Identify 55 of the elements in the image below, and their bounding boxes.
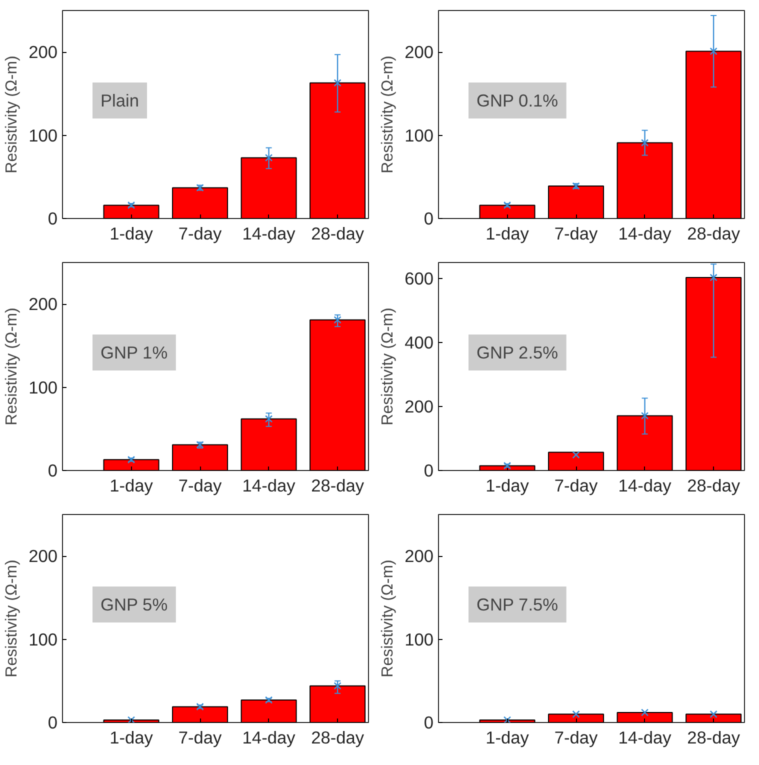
y-tick-label: 100 (28, 377, 58, 398)
y-tick-label: 200 (404, 396, 434, 416)
x-tick-label: 1-day (110, 728, 154, 748)
x-tick-label: 14-day (618, 224, 672, 244)
x-tick-label: 7-day (178, 476, 222, 496)
x-tick-label: 7-day (178, 224, 222, 244)
x-tick-label: 1-day (110, 224, 154, 244)
x-tick-label: 14-day (242, 728, 296, 748)
y-tick-label: 100 (28, 125, 58, 146)
y-axis-title: Resistivity (Ω-m) (380, 308, 397, 426)
y-axis-title: Resistivity (Ω-m) (4, 56, 21, 174)
x-tick-label: 1-day (110, 476, 154, 496)
y-axis-title: Resistivity (Ω-m) (4, 308, 21, 426)
x-tick-label: 28-day (311, 728, 364, 748)
y-axis-title: Resistivity (Ω-m) (380, 560, 397, 678)
y-tick-label: 400 (404, 332, 434, 352)
annotation: Plain (100, 90, 140, 110)
y-axis-title: Resistivity (Ω-m) (4, 560, 21, 678)
y-tick-label: 100 (404, 125, 434, 146)
annotation: GNP 2.5% (476, 342, 558, 362)
annotation: GNP 0.1% (476, 90, 558, 110)
x-tick-label: 14-day (618, 476, 672, 496)
y-tick-label: 0 (48, 460, 58, 480)
y-tick-label: 100 (28, 629, 58, 650)
annotation: GNP 1% (100, 342, 168, 362)
y-tick-label: 200 (28, 294, 58, 314)
x-tick-label: 28-day (687, 224, 740, 244)
x-tick-label: 7-day (178, 728, 222, 748)
y-tick-label: 100 (404, 629, 434, 650)
y-tick-label: 200 (28, 42, 58, 62)
x-tick-label: 14-day (242, 476, 296, 496)
y-tick-label: 0 (424, 460, 434, 480)
y-tick-label: 200 (404, 42, 434, 62)
annotation: GNP 7.5% (476, 594, 558, 614)
x-tick-label: 1-day (486, 224, 530, 244)
y-tick-label: 0 (48, 712, 58, 732)
y-tick-label: 0 (424, 208, 434, 228)
x-tick-label: 7-day (554, 728, 598, 748)
y-tick-label: 200 (28, 546, 58, 566)
x-tick-label: 1-day (486, 728, 530, 748)
y-tick-label: 0 (48, 208, 58, 228)
y-tick-label: 0 (424, 712, 434, 732)
y-tick-label: 200 (404, 546, 434, 566)
y-tick-label: 600 (404, 268, 434, 288)
x-tick-label: 28-day (311, 476, 364, 496)
x-tick-label: 1-day (486, 476, 530, 496)
x-tick-label: 7-day (554, 476, 598, 496)
x-tick-label: 7-day (554, 224, 598, 244)
x-tick-label: 28-day (687, 476, 740, 496)
annotation: GNP 5% (100, 594, 168, 614)
x-tick-label: 28-day (687, 728, 740, 748)
x-tick-label: 14-day (242, 224, 296, 244)
y-axis-title: Resistivity (Ω-m) (380, 56, 397, 174)
x-tick-label: 14-day (618, 728, 672, 748)
x-tick-label: 28-day (311, 224, 364, 244)
